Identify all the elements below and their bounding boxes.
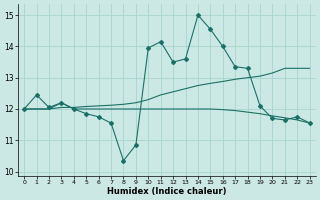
X-axis label: Humidex (Indice chaleur): Humidex (Indice chaleur)	[107, 187, 227, 196]
